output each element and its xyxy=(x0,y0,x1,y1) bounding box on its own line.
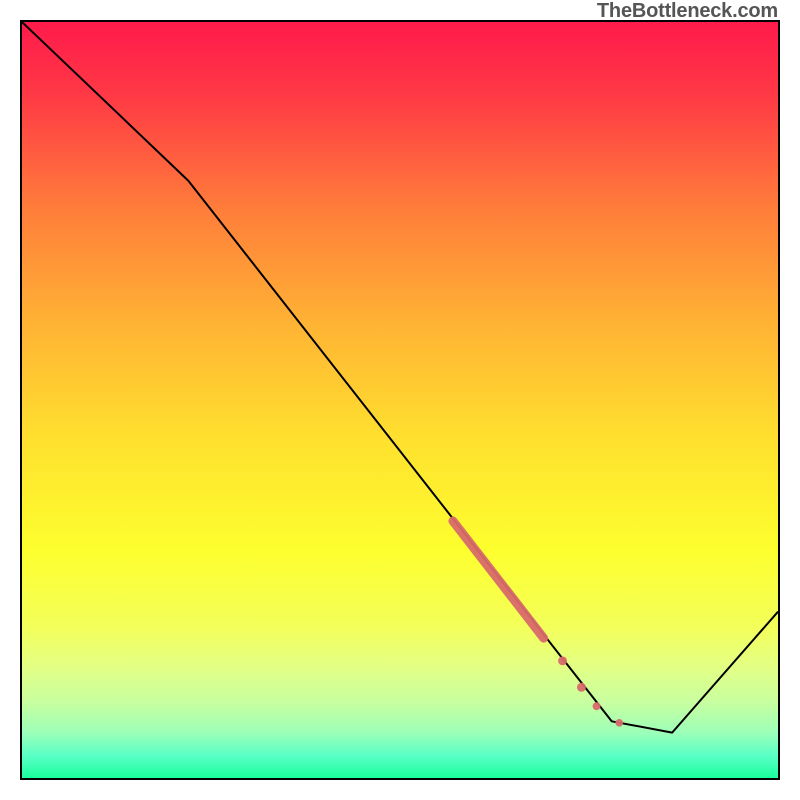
chart-container: TheBottleneck.com xyxy=(0,0,800,800)
chart-svg xyxy=(22,22,778,778)
plot-area xyxy=(20,20,780,780)
